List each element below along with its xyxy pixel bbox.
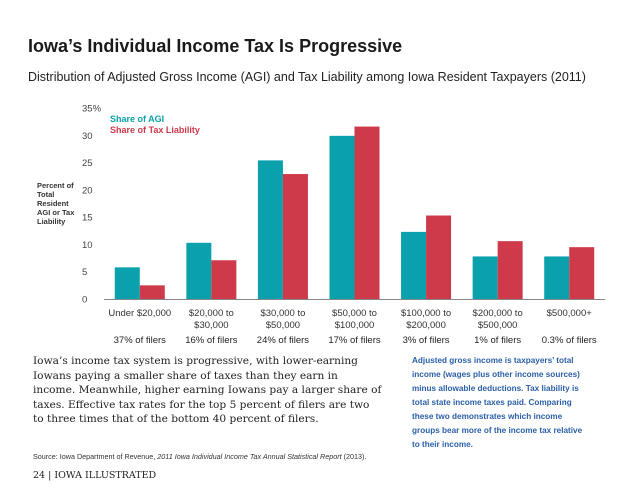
bar-chart: 0 5 10 15 20 25 30 35% Under $20,000 37% of filer… (82, 104, 605, 346)
source-report-title: 2011 Iowa Individual Income Tax Annual S… (157, 452, 342, 461)
filer-share-label: 3% of filers (403, 335, 450, 346)
x-tick-label: $200,000 (406, 320, 446, 331)
filer-share-label: 24% of filers (257, 335, 310, 346)
bar-agi (544, 256, 570, 299)
bar-tax-liability (569, 247, 595, 299)
filer-share-label: 1% of filers (474, 335, 521, 346)
body-paragraph: Iowa’s income tax system is progressive,… (33, 355, 382, 425)
x-tick-label: $200,000 to (473, 308, 523, 319)
y-tick-label: 10 (82, 240, 93, 251)
y-tick-label: 0 (82, 295, 87, 306)
x-tick-label: Under $20,000 (108, 308, 171, 319)
source-prefix: Source: Iowa Department of Revenue, (33, 452, 158, 461)
bar-tax-liability (211, 260, 237, 299)
x-tick-label: $500,000 (478, 320, 518, 331)
x-tick-label: $100,000 (335, 320, 375, 331)
bar-tax-liability (139, 285, 165, 299)
filer-share-label: 17% of filers (328, 335, 381, 346)
source-suffix: (2013). (341, 452, 367, 461)
bar-agi (186, 242, 212, 299)
bar-tax-liability (497, 241, 523, 299)
source-note: Source: Iowa Department of Revenue, 2011… (33, 452, 366, 461)
legend-tax-liability: Share of Tax Liability (110, 125, 200, 135)
bar-agi (401, 231, 427, 299)
x-tick-label: $20,000 to (189, 308, 234, 319)
y-tick-label: 15 (82, 213, 93, 224)
x-tick-label: $50,000 to (332, 308, 377, 319)
y-tick-label: 25 (82, 158, 93, 169)
x-tick-label: $100,000 to (401, 308, 451, 319)
x-tick-label: $30,000 (194, 320, 228, 331)
bar-tax-liability (354, 126, 380, 299)
y-tick-label: 20 (82, 185, 93, 196)
bar-agi (114, 267, 140, 299)
filer-share-label: 37% of filers (114, 335, 167, 346)
bar-tax-liability (426, 215, 452, 299)
bar-tax-liability (282, 174, 308, 299)
filer-share-label: 0.3% of filers (542, 335, 597, 346)
y-tick-label: 5 (82, 267, 87, 278)
chart-subtitle: Distribution of Adjusted Gross Income (A… (28, 70, 586, 84)
page-footer: 24 | IOWA ILLUSTRATED (33, 470, 157, 481)
bar-agi (472, 256, 498, 299)
y-tick-label: 35% (82, 104, 102, 115)
bar-agi (257, 160, 283, 299)
y-axis-label: Percent of Total Resident AGI or Tax Lia… (37, 181, 75, 226)
x-tick-label: $30,000 to (260, 308, 305, 319)
filer-share-label: 16% of filers (185, 335, 238, 346)
y-tick-label: 30 (82, 131, 93, 142)
definition-note: Adjusted gross income is taxpayers’ tota… (412, 356, 583, 449)
x-tick-label: $50,000 (266, 320, 300, 331)
x-tick-label: $500,000+ (547, 308, 593, 319)
bar-agi (329, 135, 355, 299)
legend-agi: Share of AGI (110, 114, 164, 124)
page-title: Iowa’s Individual Income Tax Is Progress… (28, 36, 403, 56)
